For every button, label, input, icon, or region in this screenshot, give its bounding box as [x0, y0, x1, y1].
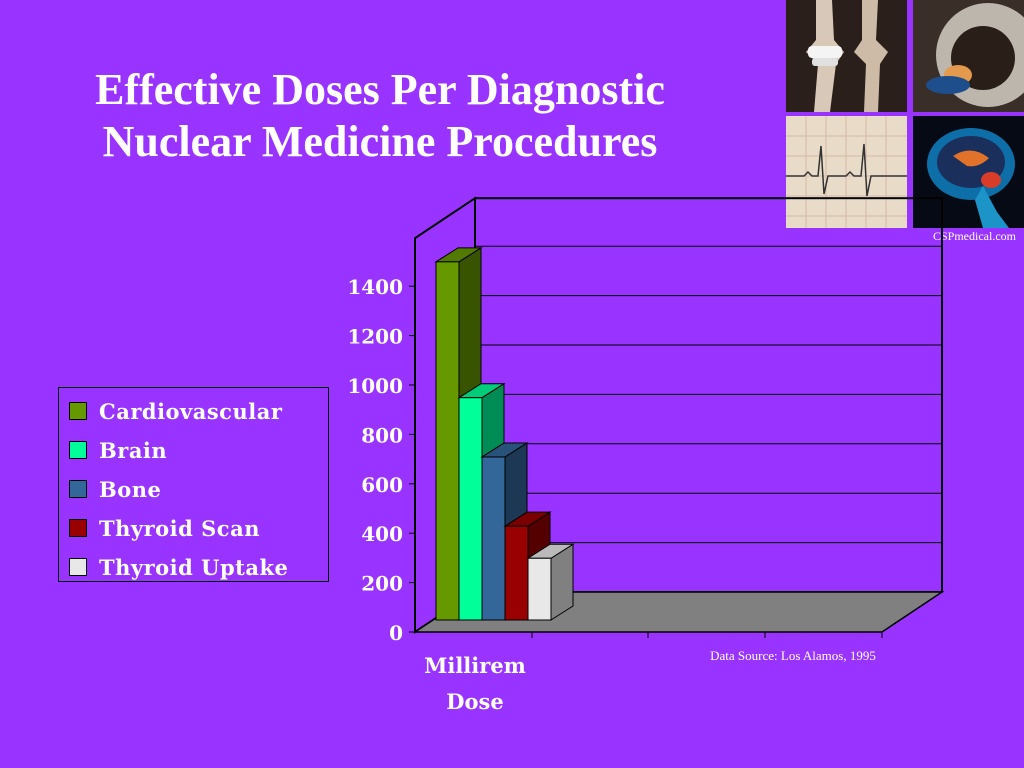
x-axis-label-line-2: Dose: [446, 689, 504, 714]
mri-scanner-image: [913, 0, 1024, 112]
legend-label: Bone: [99, 476, 162, 502]
legend-swatch: [69, 441, 87, 459]
legend-swatch: [69, 480, 87, 498]
legend-item-brain: Brain: [69, 435, 167, 465]
legend-item-thyroid-uptake: Thyroid Uptake: [69, 552, 288, 582]
y-tick-label-1200: 1200: [347, 325, 403, 349]
chart-legend: Cardiovascular Brain Bone Thyroid Scan Thyro…: [58, 387, 329, 582]
y-tick-label-200: 200: [361, 572, 403, 596]
brain-mri-image: [913, 116, 1024, 228]
y-tick-label-600: 600: [361, 473, 403, 497]
photo-collage: [786, 0, 1024, 228]
slide-title-line-1: Effective Doses Per Diagnostic: [95, 65, 665, 114]
ecg-strip-image: [786, 116, 907, 228]
bar-thyroid_uptake: [527, 557, 552, 621]
bar-cardiovascular: [435, 261, 460, 621]
y-tick-label-800: 800: [361, 423, 403, 447]
slide-title-line-2: Nuclear Medicine Procedures: [102, 117, 658, 166]
legend-item-thyroid-scan: Thyroid Scan: [69, 513, 260, 543]
slide-title: Effective Doses Per Diagnostic Nuclear M…: [30, 64, 730, 168]
knee-xray-image: [786, 0, 907, 112]
y-tick-label-400: 400: [361, 522, 403, 546]
legend-label: Brain: [99, 437, 168, 463]
y-tick-label-0: 0: [389, 621, 403, 645]
x-axis-label-line-1: Millirem: [424, 653, 526, 678]
x-axis-label: Millirem Dose: [400, 648, 550, 720]
bar-brain: [458, 397, 483, 621]
bar-bone: [481, 456, 506, 621]
y-tick-label-1000: 1000: [347, 374, 403, 398]
legend-label: Cardiovascular: [99, 398, 283, 424]
y-tick-label-1400: 1400: [347, 275, 403, 299]
legend-label: Thyroid Scan: [99, 515, 260, 541]
legend-label: Thyroid Uptake: [99, 554, 289, 580]
legend-swatch: [69, 558, 87, 576]
brand-credit: CSPmedical.com: [933, 229, 1016, 243]
legend-item-bone: Bone: [69, 474, 161, 504]
bar-thyroid_scan: [504, 525, 529, 621]
legend-swatch: [69, 519, 87, 537]
legend-item-cardiovascular: Cardiovascular: [69, 396, 282, 426]
legend-swatch: [69, 402, 87, 420]
data-source-note: Data Source: Los Alamos, 1995: [710, 648, 876, 663]
